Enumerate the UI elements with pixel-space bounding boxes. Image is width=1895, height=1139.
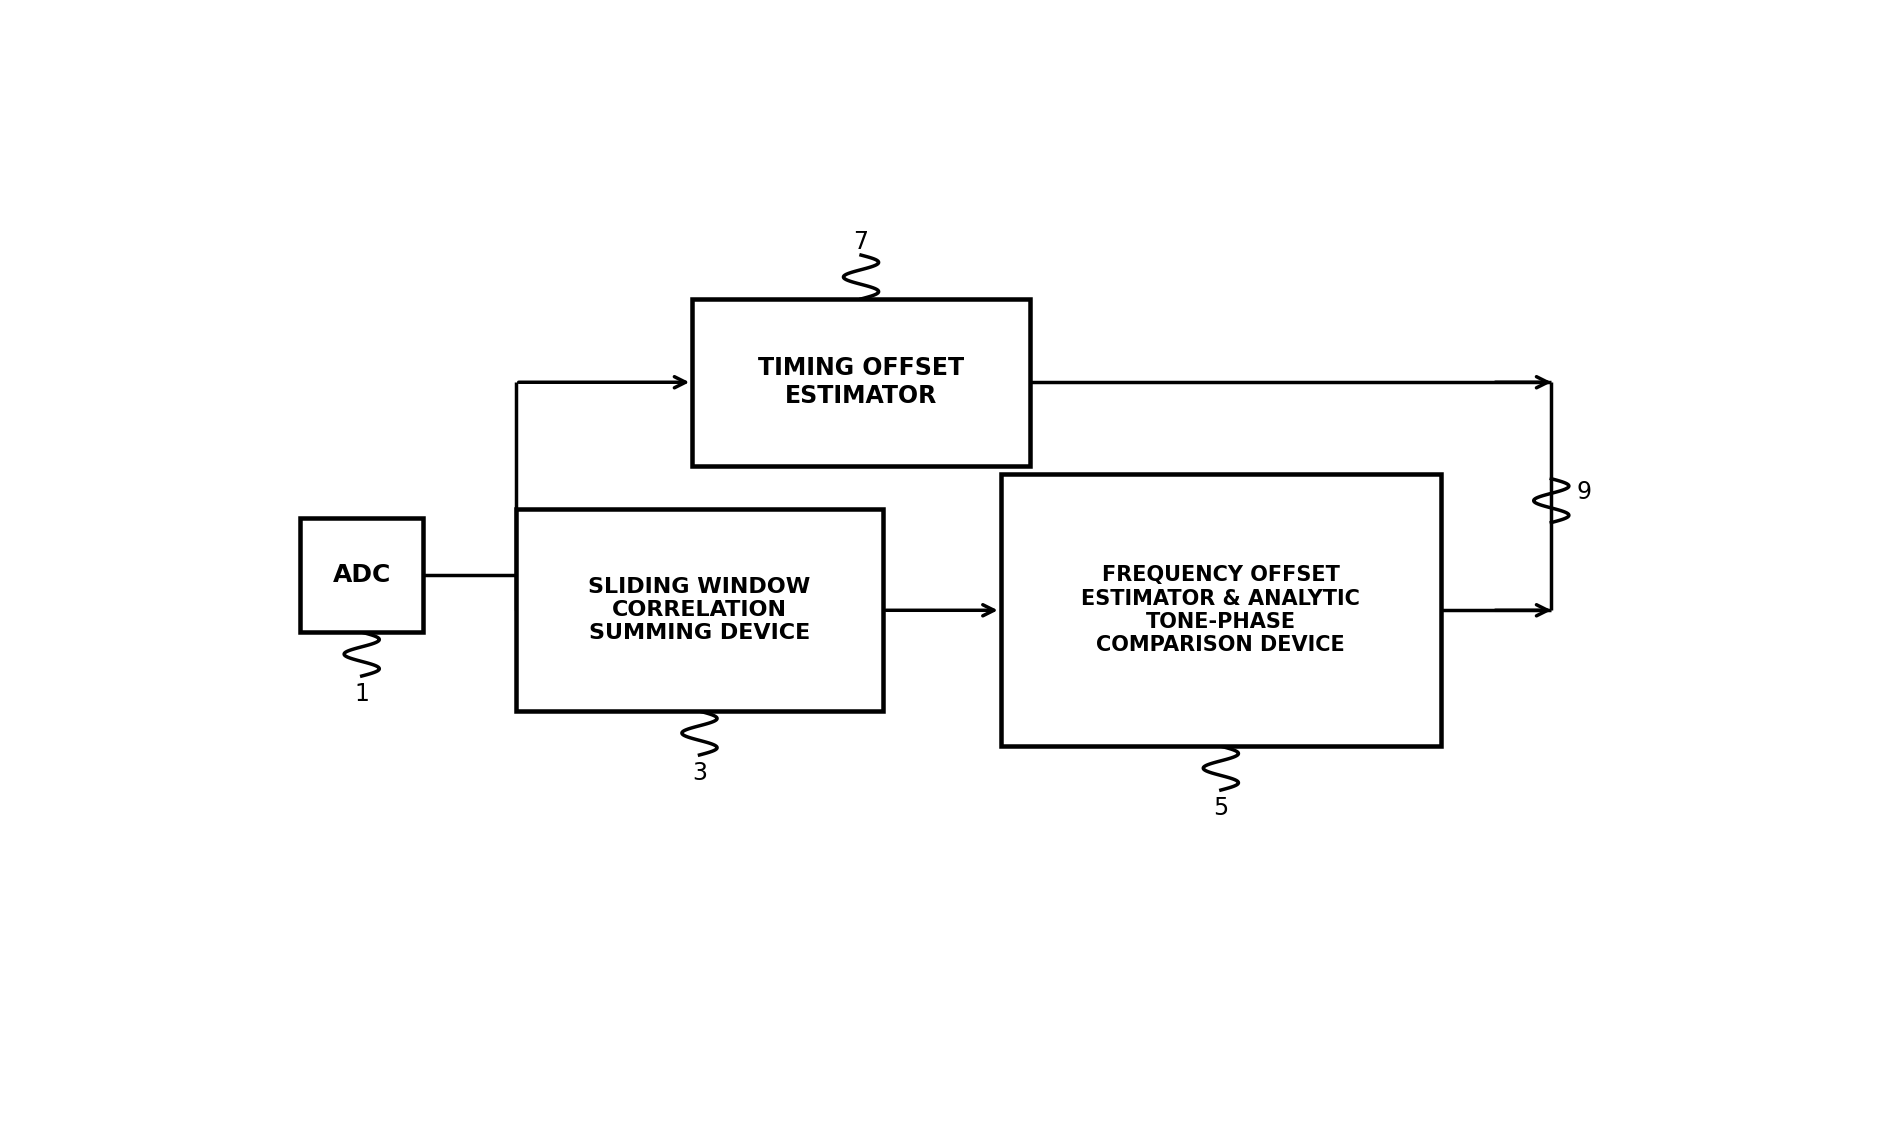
Text: FREQUENCY OFFSET
ESTIMATOR & ANALYTIC
TONE-PHASE
COMPARISON DEVICE: FREQUENCY OFFSET ESTIMATOR & ANALYTIC TO…	[1082, 565, 1361, 655]
Text: 3: 3	[692, 761, 707, 785]
Bar	[515, 509, 883, 711]
Text: ADC: ADC	[332, 563, 390, 588]
Text: 5: 5	[1213, 796, 1228, 820]
Text: 7: 7	[853, 230, 868, 254]
Bar	[299, 518, 423, 632]
Text: 1: 1	[354, 681, 370, 705]
Bar	[692, 298, 1031, 466]
Text: TIMING OFFSET
ESTIMATOR: TIMING OFFSET ESTIMATOR	[758, 357, 965, 408]
Bar	[1001, 474, 1440, 746]
Text: 9: 9	[1577, 480, 1592, 503]
Text: SLIDING WINDOW
CORRELATION
SUMMING DEVICE: SLIDING WINDOW CORRELATION SUMMING DEVIC…	[587, 577, 811, 644]
